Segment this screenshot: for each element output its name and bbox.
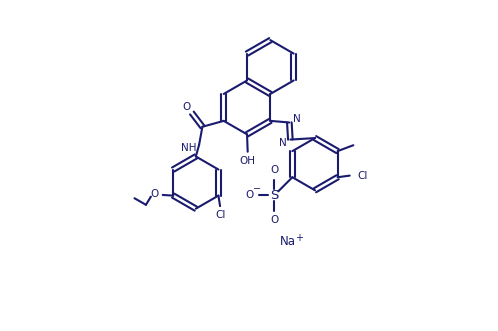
Text: Cl: Cl (357, 170, 368, 181)
Text: Cl: Cl (215, 210, 225, 220)
Text: N: N (293, 114, 300, 124)
Text: +: + (295, 233, 303, 243)
Text: OH: OH (240, 156, 255, 166)
Text: O: O (151, 189, 159, 199)
Text: S: S (270, 189, 278, 202)
Text: O: O (245, 190, 253, 200)
Text: −: − (253, 184, 261, 194)
Text: Na: Na (279, 235, 295, 248)
Text: N: N (279, 138, 287, 148)
Text: O: O (270, 166, 278, 175)
Text: O: O (270, 215, 278, 225)
Text: NH: NH (181, 143, 196, 153)
Text: O: O (183, 102, 191, 112)
